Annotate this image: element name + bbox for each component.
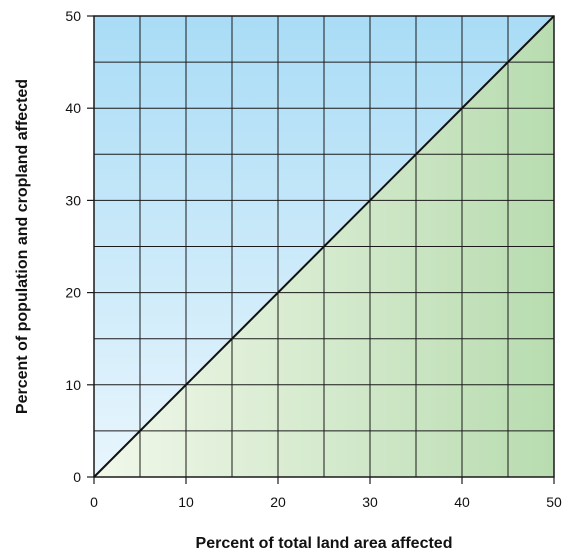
- x-axis: 0 10 20 30 40 50: [90, 477, 562, 510]
- grid: [93, 15, 555, 478]
- series: [93, 15, 555, 478]
- x-tick-label: 20: [270, 494, 286, 510]
- y-axis-title: Percent of population and cropland affec…: [14, 79, 31, 414]
- y-tick-label: 0: [73, 469, 81, 485]
- x-tick-label: 0: [90, 494, 98, 510]
- x-tick-label: 30: [362, 494, 378, 510]
- diagonal-line: [93, 15, 555, 478]
- y-tick-label: 30: [65, 192, 81, 208]
- x-axis-title: Percent of total land area affected: [196, 535, 453, 552]
- y-tick-label: 50: [65, 8, 81, 24]
- plot-frame: [93, 15, 555, 478]
- y-tick-label: 40: [65, 100, 81, 116]
- x-tick-label: 40: [454, 494, 470, 510]
- y-axis: 0 10 20 30 40 50: [65, 8, 94, 485]
- y-tick-label: 20: [65, 285, 81, 301]
- y-tick-label: 10: [65, 377, 81, 393]
- x-tick-label: 10: [178, 494, 194, 510]
- x-tick-label: 50: [546, 494, 562, 510]
